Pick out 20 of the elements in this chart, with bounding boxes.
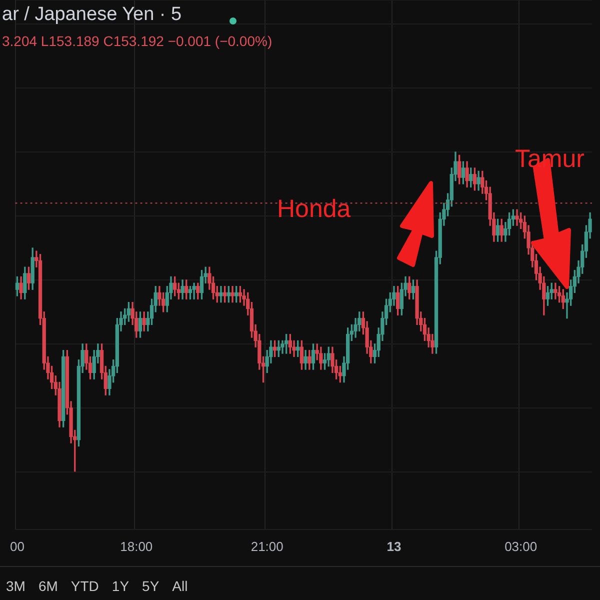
annotation: Honda <box>277 195 351 224</box>
candlestick <box>219 286 223 303</box>
x-tick-label: 18:00 <box>120 538 153 554</box>
chart-subtitle: 3.204 L153.189 C153.192 −0.001 (−0.00%) <box>2 33 272 49</box>
x-tick-label: 03:00 <box>504 538 538 554</box>
x-tick-label: 21:00 <box>250 538 284 554</box>
candlestick <box>192 282 196 300</box>
text: 6M <box>38 578 58 594</box>
text: 3M <box>6 578 26 594</box>
candlestick <box>230 286 234 303</box>
annotation: Tamur <box>515 145 584 174</box>
chart-title: ar / Japanese Yen · 5 <box>2 4 182 26</box>
text: 5Y <box>142 578 160 594</box>
candlestick <box>554 282 558 300</box>
text: 1Y <box>112 578 130 594</box>
x-tick-label: 13 <box>386 538 402 554</box>
x-tick-label: 00 <box>10 538 24 554</box>
candlestick <box>515 209 519 226</box>
text: YTD <box>70 578 99 594</box>
text: All <box>172 578 188 594</box>
